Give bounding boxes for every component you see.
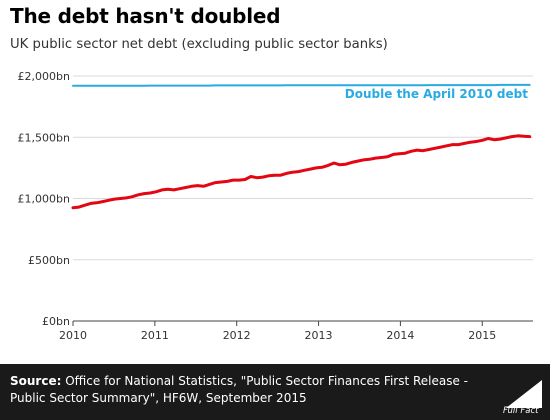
- full-fact-logo-text: Full Fact: [503, 406, 539, 416]
- line-chart: £0bn£500bn£1,000bn£1,500bn£2,000bn 2010 2…: [18, 70, 533, 342]
- source-note: Source: Office for National Statistics, …: [10, 373, 480, 407]
- data-series: [71, 83, 532, 210]
- x-tick-label: 2015: [468, 329, 496, 342]
- x-tick-label: 2012: [223, 329, 251, 342]
- footer-bar: Source: Office for National Statistics, …: [0, 364, 550, 420]
- x-tick-label: 2011: [141, 329, 169, 342]
- x-tick-label: 2010: [59, 329, 87, 342]
- y-tick-label: £0bn: [42, 315, 70, 328]
- chart-subtitle: UK public sector net debt (excluding pub…: [10, 37, 388, 52]
- x-tick-label: 2013: [305, 329, 333, 342]
- y-tick-label: £500bn: [28, 254, 70, 267]
- debt-line: [71, 134, 532, 210]
- x-axis: 2010 2011 2012 2013 2014 2015: [59, 320, 533, 342]
- full-fact-logo-icon: [506, 380, 542, 408]
- x-tick-label: 2014: [386, 329, 414, 342]
- source-label: Source:: [10, 374, 62, 388]
- grid-lines: [73, 75, 533, 322]
- y-tick-label: £1,000bn: [18, 193, 70, 206]
- source-text: Office for National Statistics, "Public …: [10, 374, 469, 405]
- double-debt-line: [72, 83, 531, 87]
- y-axis-tick-labels: £0bn £500bn £1,000bn £1,500bn £2,000bn: [18, 70, 70, 328]
- y-tick-label: £2,000bn: [18, 70, 70, 83]
- y-tick-label: £1,500bn: [18, 131, 70, 144]
- series-label-double: Double the April 2010 debt: [345, 87, 528, 101]
- chart-title: The debt hasn't doubled: [10, 4, 281, 28]
